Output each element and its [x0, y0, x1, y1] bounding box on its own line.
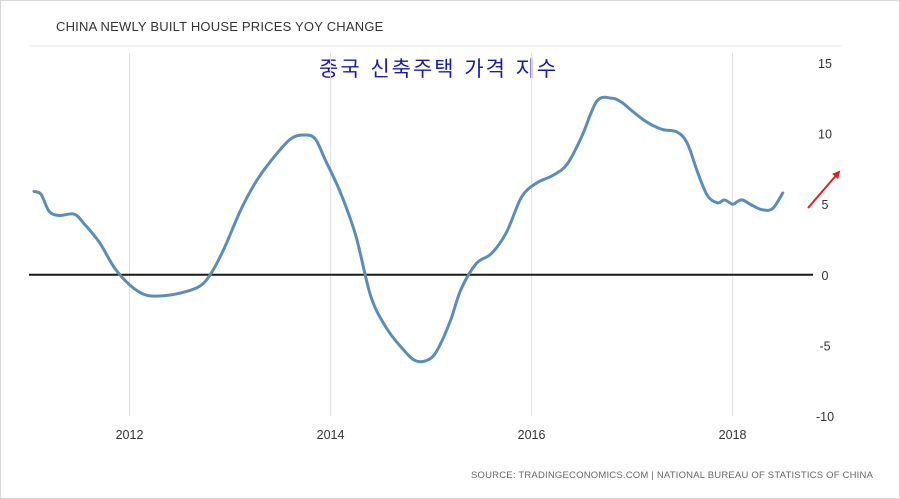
y-tick-label: 15 — [818, 57, 832, 71]
x-tick-label: 2018 — [719, 428, 747, 442]
x-tick-label: 2016 — [518, 428, 546, 442]
y-tick-label: -5 — [819, 339, 830, 353]
y-axis-ticks: 15 10 5 0 -5 -10 — [816, 57, 834, 424]
grid-lines — [129, 53, 734, 416]
source-note: SOURCE: TRADINGECONOMICS.COM | NATIONAL … — [471, 470, 874, 481]
series-line — [32, 95, 785, 364]
y-tick-label: 5 — [822, 198, 829, 212]
chart-title: CHINA NEWLY BUILT HOUSE PRICES YOY CHANG… — [56, 19, 384, 34]
x-tick-label: 2014 — [317, 428, 345, 442]
x-tick-label: 2012 — [116, 428, 144, 442]
y-tick-label: -10 — [816, 410, 834, 424]
chart-subtitle: 중국 신축주택 가격 지수 — [319, 57, 558, 81]
trend-arrow-annotation — [807, 170, 841, 209]
y-tick-label: 0 — [822, 269, 829, 283]
x-axis-ticks: 2012 2014 2016 2018 — [116, 428, 747, 442]
y-tick-label: 10 — [818, 128, 832, 142]
